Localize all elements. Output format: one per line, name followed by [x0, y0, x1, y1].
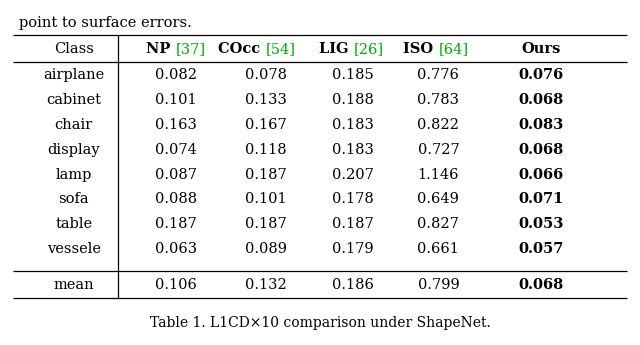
- Text: Class: Class: [54, 42, 93, 56]
- Text: 0.661: 0.661: [417, 242, 460, 256]
- Text: lamp: lamp: [56, 168, 92, 181]
- Text: 0.063: 0.063: [155, 242, 197, 256]
- Text: 0.087: 0.087: [155, 168, 197, 181]
- Text: 0.207: 0.207: [332, 168, 374, 181]
- Text: 0.076: 0.076: [518, 68, 563, 82]
- Text: 0.118: 0.118: [244, 143, 287, 157]
- Text: 0.799: 0.799: [417, 278, 460, 292]
- Text: point to surface errors.: point to surface errors.: [19, 16, 192, 30]
- Text: 0.101: 0.101: [244, 193, 287, 206]
- Text: COcc: COcc: [218, 42, 266, 56]
- Text: LIG: LIG: [319, 42, 353, 56]
- Text: airplane: airplane: [43, 68, 104, 82]
- Text: 0.822: 0.822: [417, 118, 460, 132]
- Text: 0.179: 0.179: [332, 242, 374, 256]
- Text: 1.146: 1.146: [418, 168, 459, 181]
- Text: [54]: [54]: [266, 42, 296, 56]
- Text: 0.074: 0.074: [155, 143, 197, 157]
- Text: table: table: [55, 217, 92, 231]
- Text: 0.727: 0.727: [417, 143, 460, 157]
- Text: 0.101: 0.101: [155, 93, 197, 107]
- Text: 0.068: 0.068: [518, 143, 563, 157]
- Text: vessele: vessele: [47, 242, 100, 256]
- Text: 0.132: 0.132: [244, 278, 287, 292]
- Text: 0.187: 0.187: [244, 168, 287, 181]
- Text: [26]: [26]: [353, 42, 383, 56]
- Text: 0.827: 0.827: [417, 217, 460, 231]
- Text: Ours: Ours: [521, 42, 561, 56]
- Text: 0.185: 0.185: [332, 68, 374, 82]
- Text: 0.186: 0.186: [332, 278, 374, 292]
- Text: chair: chair: [54, 118, 93, 132]
- Text: 0.776: 0.776: [417, 68, 460, 82]
- Text: cabinet: cabinet: [46, 93, 101, 107]
- Text: 0.133: 0.133: [244, 93, 287, 107]
- Text: 0.083: 0.083: [518, 118, 563, 132]
- Text: Table 1. L1CD×10 comparison under ShapeNet.: Table 1. L1CD×10 comparison under ShapeN…: [150, 316, 490, 329]
- Text: 0.649: 0.649: [417, 193, 460, 206]
- Text: 0.071: 0.071: [518, 193, 563, 206]
- Text: [37]: [37]: [176, 42, 206, 56]
- Text: 0.106: 0.106: [155, 278, 197, 292]
- Text: display: display: [47, 143, 100, 157]
- Text: 0.053: 0.053: [518, 217, 563, 231]
- Text: NP: NP: [147, 42, 176, 56]
- Text: 0.066: 0.066: [518, 168, 563, 181]
- Text: mean: mean: [53, 278, 94, 292]
- Text: 0.068: 0.068: [518, 93, 563, 107]
- Text: 0.783: 0.783: [417, 93, 460, 107]
- Text: 0.163: 0.163: [155, 118, 197, 132]
- Text: 0.078: 0.078: [244, 68, 287, 82]
- Text: 0.187: 0.187: [332, 217, 374, 231]
- Text: 0.183: 0.183: [332, 118, 374, 132]
- Text: 0.187: 0.187: [155, 217, 197, 231]
- Text: 0.183: 0.183: [332, 143, 374, 157]
- Text: 0.188: 0.188: [332, 93, 374, 107]
- Text: 0.088: 0.088: [155, 193, 197, 206]
- Text: [64]: [64]: [438, 42, 468, 56]
- Text: 0.178: 0.178: [332, 193, 374, 206]
- Text: 0.187: 0.187: [244, 217, 287, 231]
- Text: 0.057: 0.057: [518, 242, 563, 256]
- Text: 0.167: 0.167: [244, 118, 287, 132]
- Text: 0.082: 0.082: [155, 68, 197, 82]
- Text: 0.089: 0.089: [244, 242, 287, 256]
- Text: ISO: ISO: [403, 42, 438, 56]
- Text: sofa: sofa: [58, 193, 89, 206]
- Text: 0.068: 0.068: [518, 278, 563, 292]
